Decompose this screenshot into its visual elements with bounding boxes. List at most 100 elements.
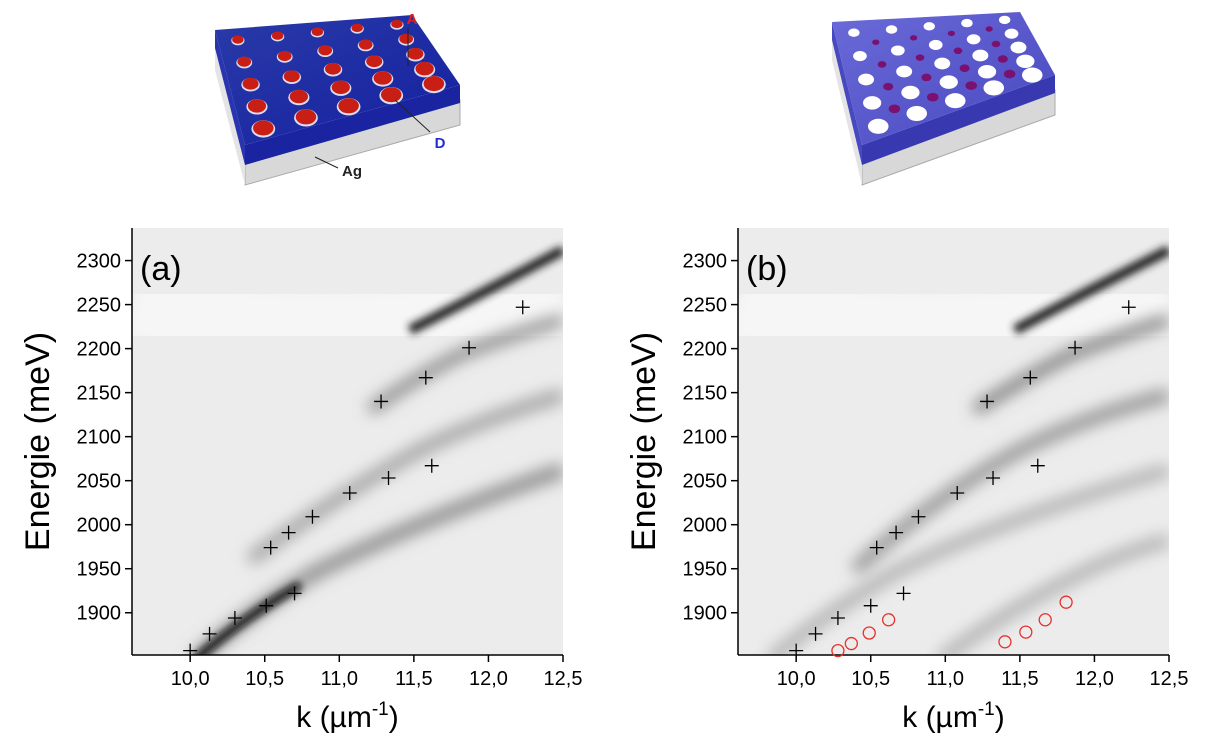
hole [351,23,363,33]
hole [331,80,350,94]
marker-plus [869,540,884,555]
hole [232,35,244,44]
particle [872,39,880,45]
x-tick-label: 11,0 [927,668,964,690]
y-tick-label: 2200 [77,339,122,361]
hole [928,39,943,50]
hole [944,93,966,109]
panel-label: (b) [746,250,788,288]
hole [289,89,308,104]
y-tick-label: 2300 [683,251,728,273]
marker-plus [863,598,878,613]
hole [391,19,403,29]
x-tick-label: 11,5 [395,668,432,690]
panel-label: (a) [140,250,182,288]
x-tick-label: 12,0 [1075,668,1114,690]
y-tick-label: 2150 [683,383,728,405]
x-tick-label: 10,0 [777,668,816,690]
hole [318,45,333,56]
marker-plus [305,509,320,524]
hole [848,28,860,37]
hole [1021,67,1043,83]
hole [896,65,913,78]
x-axis-title-sup: -1 [978,699,995,720]
hole [901,85,920,100]
marker-plus [808,626,823,641]
particle [921,73,932,82]
y-tick-label: 2200 [683,339,728,361]
marker-plus [515,300,530,315]
marker-plus [1068,340,1083,355]
marker-plus [227,611,242,626]
marker-plus [418,370,433,385]
x-tick-label: 10,5 [851,668,890,690]
hole [1010,41,1027,54]
x-tick-label: 12,5 [544,668,583,690]
illustration-label: Ag [342,163,362,180]
y-tick-label: 2100 [683,427,728,449]
hole [380,87,402,103]
particle [997,55,1008,63]
y-axis-title: Energie (meV) [19,332,57,551]
marker-plus [986,471,1001,486]
hole [983,80,1005,96]
x-axis-title-part: k (µm [296,701,372,734]
illustration-label: A [407,11,418,28]
hole [366,55,383,68]
y-tick-label: 2050 [77,471,122,493]
marker-circle [1059,595,1073,609]
particle [991,40,1001,48]
hole [934,57,951,70]
particle [877,61,887,68]
hole [885,25,898,34]
x-axis-title-part: ) [995,701,1005,734]
hole [923,22,935,31]
marker-plus [281,525,296,540]
hole [407,47,424,60]
hole [867,118,889,134]
hole [972,49,989,62]
marker-plus [789,643,804,658]
particle [888,104,901,114]
marker-circle [831,643,845,658]
x-tick-label: 12,0 [469,668,508,690]
x-tick-label: 10,5 [245,668,284,690]
y-axis-title: Energie (meV) [625,332,663,551]
particle [959,64,970,72]
illustration-right [832,12,1056,186]
particle [927,92,939,102]
marker-circle [1019,625,1033,639]
x-axis-title-part: k (µm [902,701,978,734]
hole [863,96,882,110]
particle [965,81,977,90]
x-tick-label: 11,5 [1001,668,1038,690]
illustration-left: A D Ag [215,11,461,186]
y-tick-label: 1900 [683,603,728,625]
y-tick-label: 2000 [77,515,122,537]
particle [910,35,918,41]
hole [891,45,905,56]
y-tick-label: 1950 [683,559,728,581]
marker-plus [911,509,926,524]
hole [237,56,252,67]
marker-plus [287,586,302,601]
marker-plus [424,458,439,473]
marker-plus [462,340,477,355]
hole [277,50,292,61]
y-tick-label: 2150 [77,383,122,405]
hole [311,27,324,36]
marker-circle [1038,613,1052,627]
x-axis-title-sup: -1 [372,699,389,720]
particle [953,47,963,55]
hole [858,73,875,86]
x-axis-title: k (µm-1) [296,699,399,734]
marker-plus [830,611,845,626]
hole [399,33,413,44]
particle [985,26,993,32]
hole [338,98,359,114]
hole [271,31,284,40]
marker-circle [844,636,858,651]
hole [325,62,341,75]
